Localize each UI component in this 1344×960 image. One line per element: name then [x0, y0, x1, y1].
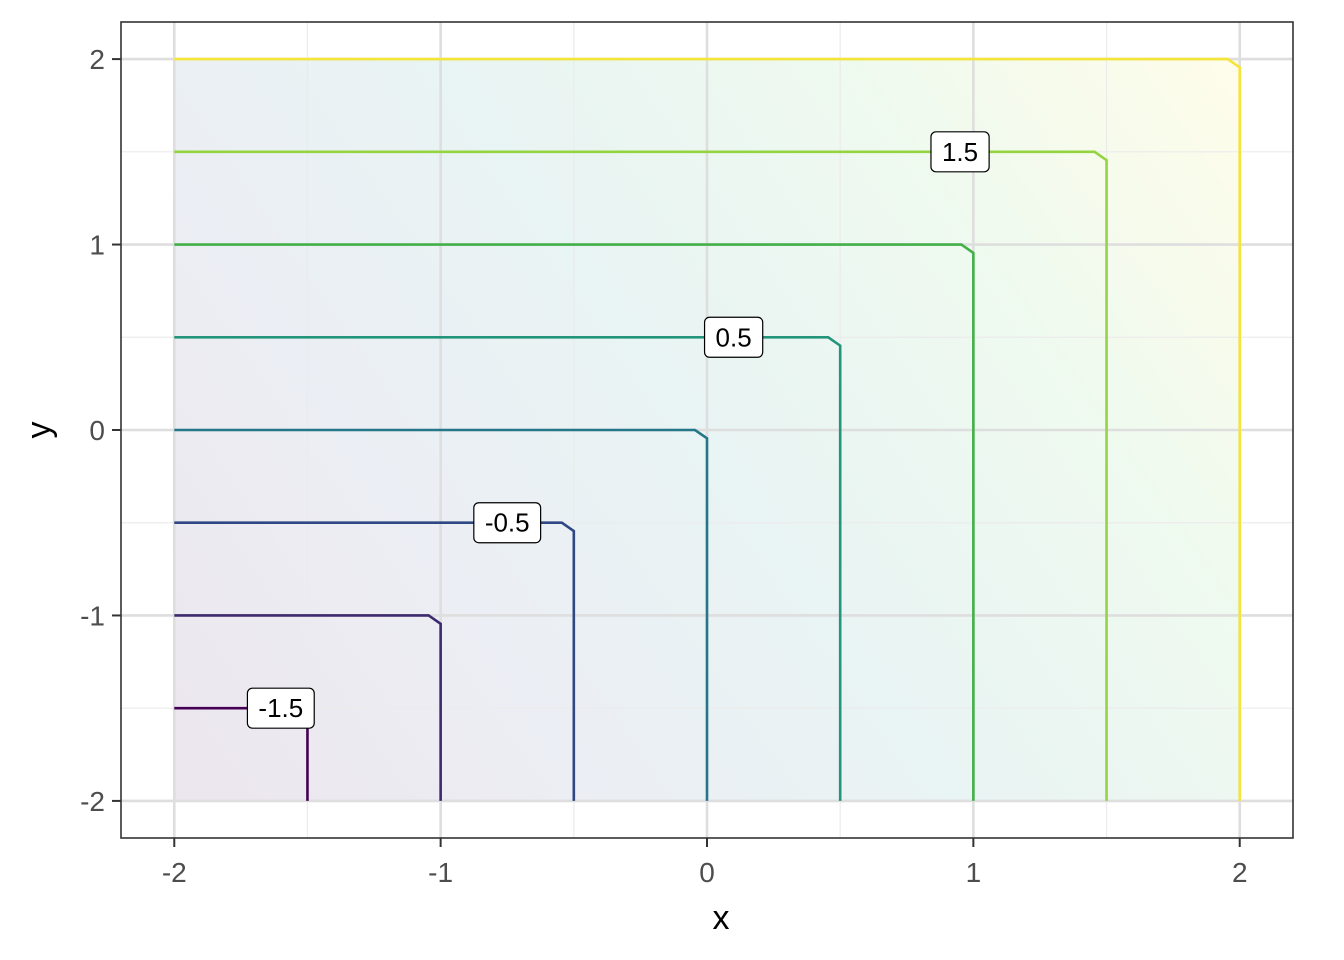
contour-label-text: 1.5 [942, 137, 978, 167]
x-tick-label: 2 [1232, 857, 1248, 888]
y-tick-label: -1 [80, 600, 105, 631]
x-tick-label: 1 [966, 857, 982, 888]
contour-line [174, 428, 709, 801]
y-tick-label: 2 [89, 44, 105, 75]
contour-label: -1.5 [246, 687, 315, 729]
y-tick-label: 1 [89, 230, 105, 261]
x-tick-label: -1 [428, 857, 453, 888]
contour-labels: -1.5 -0.5 0.5 1.5 [246, 131, 990, 729]
contour-label-box [473, 502, 542, 544]
contour-label-box [246, 687, 315, 729]
contour-label-box [930, 131, 990, 173]
x-tick-label: -2 [162, 857, 187, 888]
contour-line [174, 150, 1108, 801]
contour-label-text: -1.5 [258, 693, 303, 723]
x-axis-title: x [713, 899, 730, 937]
y-axis-title: y [20, 422, 58, 439]
x-tick-label: 0 [699, 857, 715, 888]
y-tick-label: 0 [89, 415, 105, 446]
contour-line [174, 335, 842, 801]
contour-line [174, 243, 975, 801]
y-tick-label: -2 [80, 786, 105, 817]
contour-label-text: 0.5 [716, 322, 752, 352]
contour-label: -0.5 [473, 502, 542, 544]
contour-line [174, 57, 1242, 801]
contour-label: 0.5 [703, 316, 764, 358]
contour-line [174, 521, 576, 801]
axes: -2 -1 0 1 2 -2 -1 0 1 2 [80, 44, 1247, 888]
contour-line [174, 614, 442, 801]
contour-label-box [703, 316, 764, 358]
contour-label-text: -0.5 [485, 508, 530, 538]
contour-label: 1.5 [930, 131, 990, 173]
